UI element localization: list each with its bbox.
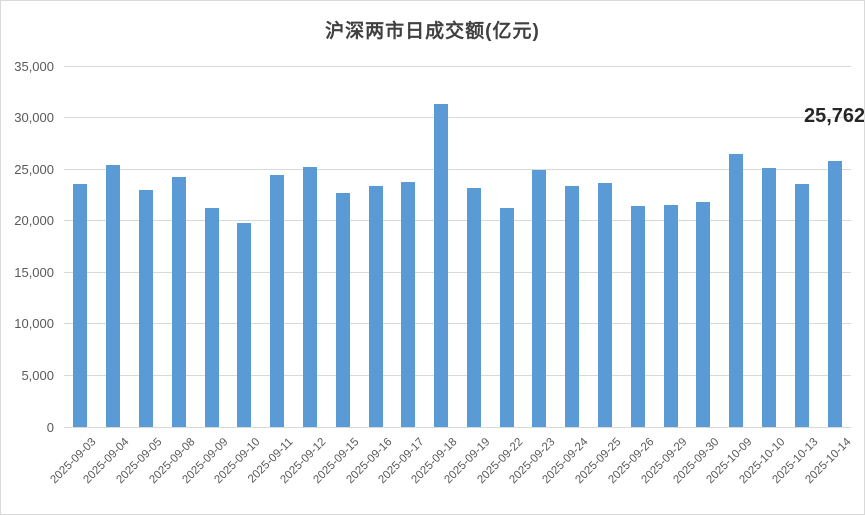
bar-2025-09-12 [302,166,317,427]
y-axis-tick-label: 5,000 [21,367,54,383]
bar-2025-09-24 [565,186,580,427]
y-axis-tick-label: 15,000 [14,264,54,280]
last-value-data-label: 25,762 [804,104,865,127]
bar-2025-09-23 [532,169,547,427]
bar-2025-09-25 [598,182,613,427]
y-axis-tick-label: 0 [46,419,54,435]
bar-2025-09-09 [204,208,219,427]
bar-2025-09-22 [499,208,514,427]
y-axis-tick-label: 35,000 [14,58,54,74]
bar-2025-09-26 [630,205,645,427]
gridline [64,117,851,119]
gridline [64,65,851,67]
bar-2025-09-18 [434,104,449,427]
y-axis-tick-label: 30,000 [14,110,54,126]
bar-2025-10-09 [729,154,744,427]
bar-2025-09-30 [696,201,711,427]
y-axis-tick-label: 25,000 [14,161,54,177]
bar-2025-09-17 [401,181,416,427]
bar-2025-09-04 [106,165,121,427]
bar-2025-09-19 [466,187,481,427]
bar-2025-09-08 [171,177,186,427]
y-axis-tick-label: 20,000 [14,213,54,229]
chart-title: 沪深两市日成交额(亿元) [325,21,540,42]
bar-2025-09-05 [138,189,153,427]
bar-2025-10-14 [827,161,842,427]
y-axis-tick-label: 10,000 [14,316,54,332]
bar-2025-09-03 [73,183,88,427]
bar-2025-09-11 [270,175,285,427]
bar-2025-09-16 [368,185,383,427]
bar-2025-10-10 [762,168,777,427]
bar-2025-09-15 [335,192,350,427]
bar-2025-10-13 [794,183,809,427]
bar-2025-09-10 [237,223,252,427]
bar-2025-09-29 [663,204,678,427]
